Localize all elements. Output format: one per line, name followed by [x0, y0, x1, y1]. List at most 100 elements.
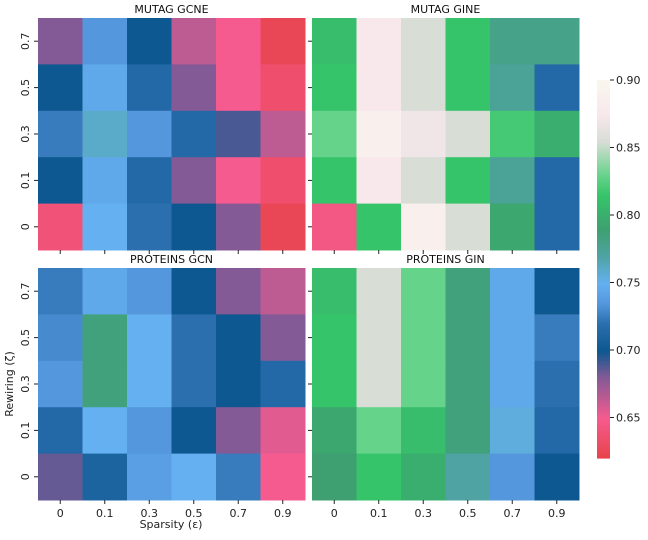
- heatmap-cell: [38, 18, 83, 65]
- colorbar-segment: [597, 103, 610, 107]
- colorbar-tick-label: 0.75: [616, 277, 641, 290]
- colorbar-segment: [597, 336, 610, 340]
- colorbar-segment: [597, 326, 610, 330]
- colorbar-segment: [597, 219, 610, 222]
- colorbar-segment: [597, 251, 610, 254]
- colorbar-segment: [597, 406, 610, 409]
- heatmap-cell: [445, 268, 491, 315]
- colorbar-segment: [597, 181, 610, 185]
- heatmap-cell: [38, 314, 83, 362]
- colorbar-segment: [597, 99, 610, 103]
- colorbar-segment: [597, 298, 610, 302]
- colorbar-segment: [597, 169, 610, 173]
- heatmap-cell: [445, 203, 491, 251]
- heatmap-cell: [38, 203, 83, 251]
- heatmap-cell: [445, 157, 491, 205]
- panel-title: PROTEINS GIN: [406, 253, 485, 266]
- heatmap-cell: [216, 157, 261, 205]
- heatmap-cell: [490, 314, 535, 362]
- heatmap-cell: [490, 453, 535, 501]
- colorbar-segment: [597, 123, 610, 127]
- colorbar-segment: [597, 109, 610, 113]
- heatmap-cell: [490, 18, 535, 65]
- colorbar-segment: [597, 360, 610, 364]
- colorbar-segment: [597, 167, 610, 171]
- colorbar-segment: [597, 350, 610, 354]
- x-tick-label: 0: [331, 507, 338, 520]
- heatmap-cell: [260, 18, 306, 65]
- heatmap-cell: [490, 110, 535, 158]
- heatmap-cell: [312, 64, 357, 112]
- heatmap-cell: [38, 64, 83, 112]
- heatmap-cell: [38, 360, 83, 408]
- colorbar-segment: [597, 314, 610, 318]
- colorbar-segment: [597, 352, 610, 356]
- colorbar-segment: [597, 145, 610, 149]
- heatmap-cell: [401, 64, 446, 112]
- colorbar-segment: [597, 450, 610, 453]
- colorbar-segment: [597, 272, 610, 276]
- heatmap-cell: [401, 110, 446, 158]
- heatmap-cell: [534, 314, 580, 362]
- colorbar-segment: [597, 436, 610, 439]
- x-tick-label: 0.5: [459, 507, 477, 520]
- colorbar-segment: [597, 89, 610, 93]
- heatmap-cell: [490, 203, 535, 251]
- colorbar-segment: [597, 304, 610, 308]
- colorbar-segment: [597, 155, 610, 159]
- heatmap-cell: [356, 18, 402, 65]
- colorbar-segment: [597, 366, 610, 370]
- y-tick-label: 0: [19, 473, 32, 480]
- colorbar-segment: [597, 253, 610, 256]
- heatmap-cell: [312, 110, 357, 158]
- y-tick-label: 0.7: [19, 282, 32, 300]
- colorbar-segment: [597, 135, 610, 139]
- colorbar-segment: [597, 440, 610, 443]
- heatmap-cell: [490, 64, 535, 112]
- colorbar-segment: [597, 83, 610, 87]
- colorbar-segment: [597, 147, 610, 151]
- x-tick-label: 0.1: [96, 507, 114, 520]
- colorbar-segment: [597, 107, 610, 111]
- heatmap-cell: [490, 268, 535, 315]
- heatmap-cell: [356, 360, 402, 408]
- heatmap-cell: [401, 360, 446, 408]
- colorbar-segment: [597, 91, 610, 95]
- colorbar-segment: [597, 243, 610, 246]
- colorbar-segment: [597, 235, 610, 238]
- heatmap-cell: [356, 110, 402, 158]
- colorbar-segment: [597, 300, 610, 304]
- colorbar-segment: [597, 247, 610, 250]
- colorbar-segment: [597, 378, 610, 382]
- colorbar-segment: [597, 278, 610, 282]
- x-tick-label: 0.1: [370, 507, 388, 520]
- colorbar-segment: [597, 444, 610, 447]
- colorbar-segment: [597, 223, 610, 226]
- colorbar-segment: [597, 233, 610, 236]
- colorbar-segment: [597, 332, 610, 336]
- colorbar-segment: [597, 205, 610, 208]
- colorbar-segment: [597, 310, 610, 314]
- heatmap-cell: [401, 314, 446, 362]
- colorbar-segment: [597, 139, 610, 143]
- colorbar-segment: [597, 328, 610, 332]
- colorbar-segment: [597, 394, 610, 397]
- colorbar-segment: [597, 424, 610, 427]
- heatmap-cell: [260, 453, 306, 501]
- colorbar-segment: [597, 390, 610, 393]
- heatmap-cell: [534, 203, 580, 251]
- y-tick-label: 0.5: [19, 329, 32, 347]
- colorbar-segment: [597, 153, 610, 157]
- heatmap-cell: [401, 18, 446, 65]
- colorbar-segment: [597, 177, 610, 181]
- colorbar-segment: [597, 97, 610, 101]
- heatmap-cell: [127, 157, 172, 205]
- colorbar-segment: [597, 408, 610, 411]
- colorbar-segment: [597, 165, 610, 169]
- colorbar-segment: [597, 151, 610, 155]
- heatmap-cell: [127, 407, 172, 455]
- heatmap-cell: [171, 157, 217, 205]
- colorbar-segment: [597, 420, 610, 423]
- colorbar-segment: [597, 193, 610, 196]
- colorbar-segment: [597, 434, 610, 437]
